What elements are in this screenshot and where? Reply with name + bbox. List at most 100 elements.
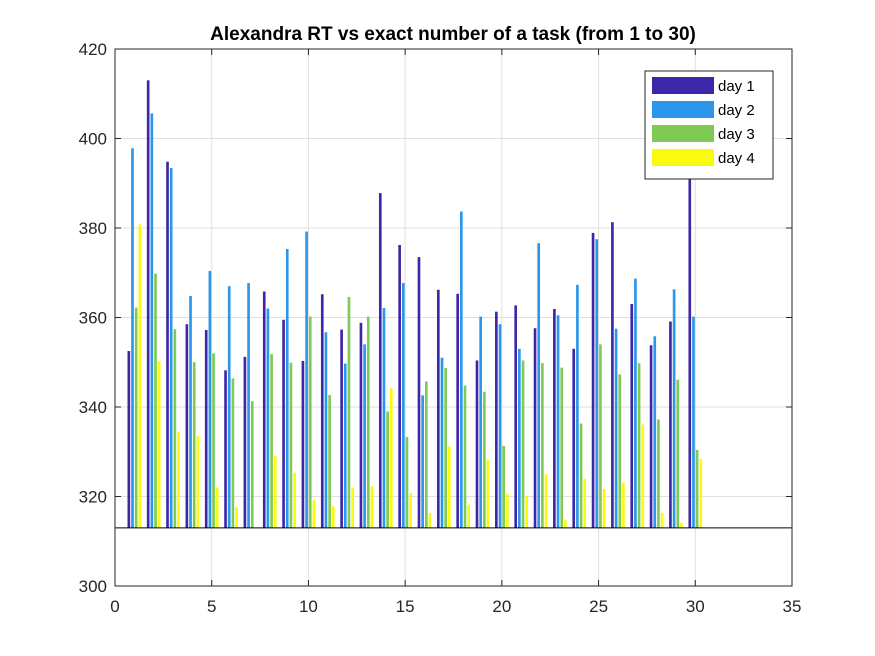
bar-day-1-17 xyxy=(436,289,440,528)
bar-day-4-14 xyxy=(389,388,393,528)
bar-day-2-14 xyxy=(382,308,386,528)
bar-day-3-5 xyxy=(212,353,215,528)
bar-day-4-8 xyxy=(273,456,277,528)
bar-day-2-5 xyxy=(208,270,212,528)
y-tick-label: 300 xyxy=(79,577,107,596)
bar-day-2-8 xyxy=(266,308,270,528)
bar-day-2-27 xyxy=(634,278,637,528)
bar-day-1-24 xyxy=(572,348,576,528)
bar-day-1-19 xyxy=(475,360,479,528)
bar-day-3-26 xyxy=(618,374,622,528)
bar-day-4-26 xyxy=(622,482,625,528)
y-tick-label: 380 xyxy=(79,219,107,238)
bar-day-2-21 xyxy=(518,348,521,528)
bar-day-1-9 xyxy=(282,319,285,528)
bar-day-3-19 xyxy=(483,391,486,528)
x-tick-label: 0 xyxy=(110,597,119,616)
legend: day 1 day 2 day 3 day 4 xyxy=(644,70,774,180)
bar-day-4-18 xyxy=(467,504,471,528)
legend-label-day-3: day 3 xyxy=(718,126,755,143)
bar-day-1-25 xyxy=(591,232,595,528)
bar-day-4-29 xyxy=(680,522,683,528)
x-tick-label: 10 xyxy=(299,597,318,616)
bar-day-2-23 xyxy=(556,315,560,528)
bar-day-3-6 xyxy=(231,378,235,528)
bar-day-4-28 xyxy=(660,513,664,528)
bar-day-2-17 xyxy=(440,357,444,528)
bar-day-4-12 xyxy=(351,487,354,528)
bar-day-2-24 xyxy=(576,284,579,528)
bar-day-2-22 xyxy=(537,243,541,528)
x-tick-label: 25 xyxy=(589,597,608,616)
bar-day-3-28 xyxy=(657,419,660,528)
bar-day-2-18 xyxy=(460,211,463,528)
bar-day-3-29 xyxy=(676,379,680,528)
legend-label-day-4: day 4 xyxy=(718,150,755,167)
bar-day-4-1 xyxy=(138,224,142,528)
bar-day-3-9 xyxy=(289,362,293,528)
bar-day-3-1 xyxy=(134,307,138,528)
bar-day-3-2 xyxy=(154,273,157,528)
bars xyxy=(127,80,703,528)
bar-day-1-10 xyxy=(301,360,305,528)
bar-day-2-12 xyxy=(343,363,347,528)
x-tick-label: 20 xyxy=(492,597,511,616)
bar-day-1-6 xyxy=(224,370,227,528)
bar-day-3-12 xyxy=(347,296,351,528)
bar-day-2-28 xyxy=(653,336,657,528)
bar-day-3-11 xyxy=(328,394,331,528)
bar-day-4-20 xyxy=(506,493,509,528)
bar-day-4-24 xyxy=(583,478,587,528)
bar-day-4-13 xyxy=(370,486,374,528)
bar-day-3-23 xyxy=(560,367,564,528)
bar-day-3-16 xyxy=(425,381,428,528)
bar-day-1-21 xyxy=(514,305,518,528)
bar-day-3-17 xyxy=(444,368,447,528)
bar-day-4-11 xyxy=(331,506,335,528)
bar-day-3-7 xyxy=(250,401,254,528)
bar-day-2-20 xyxy=(498,324,502,528)
bar-day-1-7 xyxy=(243,356,247,528)
bar-day-3-21 xyxy=(521,360,525,528)
bar-day-3-14 xyxy=(386,411,389,528)
bar-day-3-13 xyxy=(366,316,370,528)
bar-day-1-11 xyxy=(320,294,324,528)
bar-day-3-22 xyxy=(541,363,544,528)
bar-day-3-3 xyxy=(173,329,177,528)
y-tick-label: 420 xyxy=(79,40,107,59)
bar-day-4-21 xyxy=(525,496,529,528)
bar-day-4-9 xyxy=(293,472,296,528)
bar-day-1-1 xyxy=(127,351,131,528)
bar-day-4-4 xyxy=(196,435,200,528)
bar-day-3-10 xyxy=(308,316,312,528)
bar-day-1-22 xyxy=(533,328,537,528)
bar-day-2-26 xyxy=(614,328,618,528)
y-tick-label: 320 xyxy=(79,488,107,507)
bar-day-2-29 xyxy=(672,289,676,528)
y-tick-label: 340 xyxy=(79,398,107,417)
bar-day-3-15 xyxy=(405,436,409,528)
bar-day-1-13 xyxy=(359,322,363,528)
bar-day-1-26 xyxy=(611,222,614,528)
x-tick-label: 15 xyxy=(396,597,415,616)
bar-day-4-30 xyxy=(699,458,703,528)
bar-day-1-3 xyxy=(166,161,169,528)
bar-day-2-7 xyxy=(247,283,250,528)
bar-day-4-27 xyxy=(641,424,645,528)
bar-day-1-18 xyxy=(456,293,459,528)
bar-day-1-4 xyxy=(185,324,189,528)
bar-day-4-22 xyxy=(544,474,548,528)
legend-swatch-day-3 xyxy=(652,125,714,142)
x-tick-label: 30 xyxy=(686,597,705,616)
bar-day-1-5 xyxy=(204,330,208,528)
bar-day-3-18 xyxy=(463,385,467,528)
bar-day-2-10 xyxy=(305,231,308,528)
bar-day-4-5 xyxy=(215,487,219,528)
bar-day-3-25 xyxy=(599,344,602,528)
bar-day-2-16 xyxy=(421,395,424,528)
bar-day-4-16 xyxy=(428,513,432,528)
bar-day-4-15 xyxy=(409,492,412,528)
bar-day-1-23 xyxy=(553,309,556,528)
bar-day-4-3 xyxy=(177,431,180,528)
